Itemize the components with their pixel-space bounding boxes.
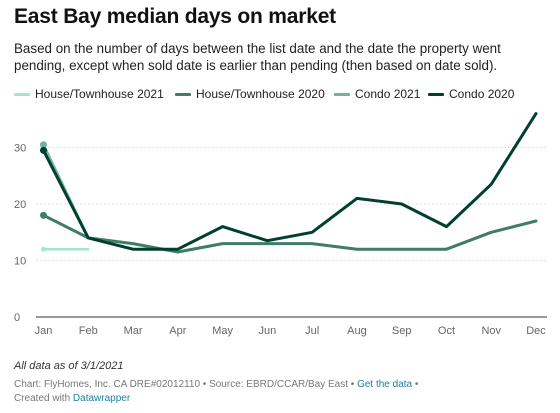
x-tick-label: Sep [392,325,412,337]
get-data-link[interactable]: Get the data [357,379,413,390]
footer-source: Chart: FlyHomes, Inc. CA DRE#02012110 • … [14,379,358,390]
legend-item-condo-2020: Condo 2020 [428,87,514,101]
series-start-point-0 [41,246,46,252]
chart-subtitle: Based on the number of days between the … [14,41,501,73]
footer-credit: Created with [14,393,73,404]
series-line-1 [42,213,538,254]
legend-label: House/Townhouse 2020 [196,87,325,101]
x-tick-label: Jul [305,325,319,337]
y-tick-label: 30 [14,143,26,155]
x-tick-label: Apr [169,325,186,337]
y-tick-label: 10 [14,256,26,268]
legend-label: Condo 2021 [355,87,421,101]
x-tick-label: Oct [438,325,455,337]
legend-swatch [14,92,30,96]
x-axis-labels: Jan Feb Mar Apr May Jun Jul Aug Sep Oct Nov Dec [35,325,547,337]
x-tick-label: Jan [35,325,53,337]
footer-separator: • [412,379,419,390]
y-tick-label: 20 [14,199,26,211]
legend-item-condo-2021: Condo 2021 [334,87,420,101]
legend-item-house-2021: House/Townhouse 2021 [14,87,164,101]
legend-swatch [428,92,444,96]
legend-item-house-2020: House/Townhouse 2020 [175,87,325,101]
x-tick-label: Dec [526,325,546,337]
x-tick-label: Nov [481,325,501,337]
x-tick-label: Feb [79,325,98,337]
chart-title: East Bay median days on market [14,5,336,28]
legend-label: House/Townhouse 2021 [35,87,164,101]
series-start-point-2 [40,141,47,149]
y-tick-label: 0 [14,312,20,324]
legend-swatch [334,92,350,96]
series-line-3 [42,112,538,251]
legend-swatch [175,92,191,96]
chart-notes: All data as of 3/1/2021 [14,360,124,372]
legend-label: Condo 2020 [449,87,515,101]
series-lines [42,112,538,254]
x-tick-label: May [212,325,233,337]
series-endpoints [40,141,47,252]
x-tick-label: Mar [124,325,143,337]
series-start-point-3 [40,146,47,154]
x-tick-label: Aug [347,325,367,337]
series-start-point-1 [40,211,47,219]
datawrapper-link[interactable]: Datawrapper [72,393,131,404]
gridlines [36,147,547,318]
y-axis-labels: 0 10 20 30 [14,143,26,324]
x-tick-label: Jun [258,325,276,337]
chart-footer: Chart: FlyHomes, Inc. CA DRE#02012110 • … [14,378,418,406]
